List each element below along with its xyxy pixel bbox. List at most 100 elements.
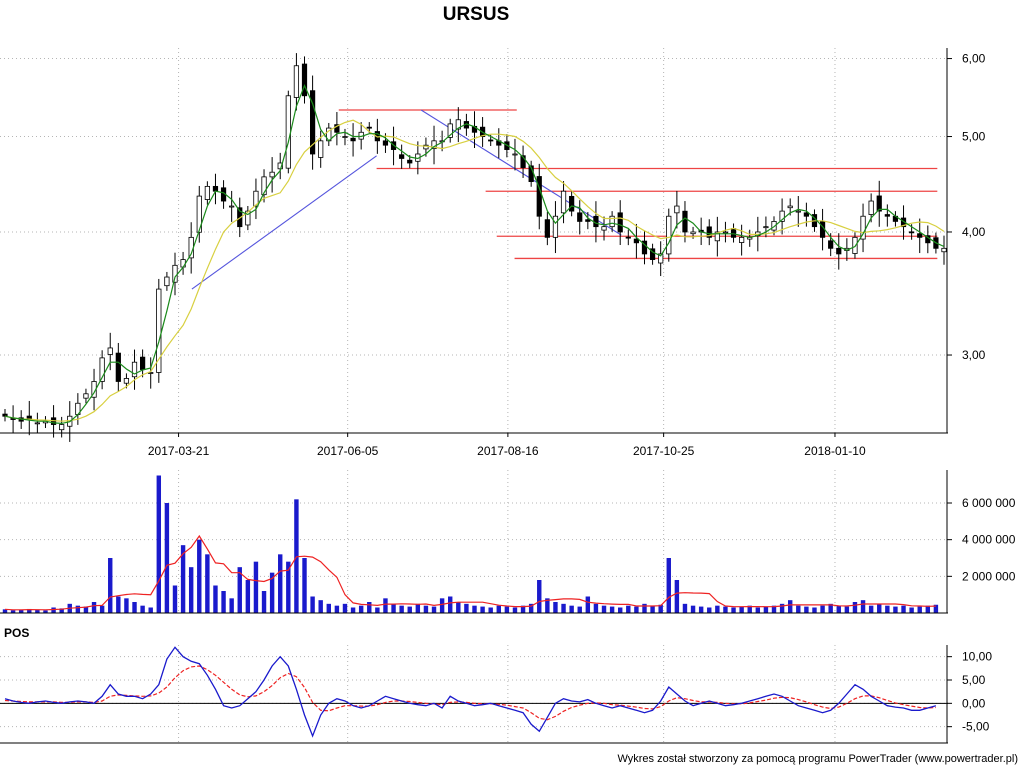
- volume-bar: [456, 602, 461, 613]
- trendline: [191, 155, 377, 290]
- candle-body: [641, 240, 648, 255]
- volume-bar: [423, 605, 429, 613]
- candle-body: [196, 195, 202, 233]
- candle-body: [609, 215, 615, 228]
- candle-body: [860, 215, 866, 240]
- volume-average-line: [4, 534, 936, 611]
- candle-body: [593, 215, 599, 228]
- volume-bar: [51, 607, 56, 613]
- price-tick-label: 6,00: [962, 52, 986, 66]
- volume-bar: [528, 603, 534, 613]
- volume-bar: [448, 596, 453, 613]
- pos-tick-label: 0,00: [962, 696, 986, 710]
- volume-bar: [253, 561, 259, 613]
- candle-body: [399, 154, 405, 159]
- footer-credit: Wykres został stworzony za pomocą progra…: [617, 753, 1018, 765]
- candle-body: [245, 210, 251, 226]
- volume-bar: [715, 605, 720, 613]
- volume-bar: [59, 608, 64, 613]
- volume-bar: [634, 606, 639, 613]
- volume-bar: [180, 545, 186, 613]
- candle-body: [909, 231, 915, 234]
- volume-bar: [188, 567, 194, 613]
- volume-bar: [917, 606, 922, 613]
- candle-body: [253, 190, 259, 207]
- volume-bar: [140, 605, 145, 613]
- candle-body: [601, 226, 607, 231]
- candle-body: [560, 190, 567, 214]
- candle-body: [156, 288, 162, 373]
- candle-body: [585, 219, 591, 222]
- volume-bar: [43, 610, 48, 613]
- volume-bar: [197, 539, 202, 613]
- volume-bar: [755, 607, 761, 613]
- candle-body: [123, 378, 130, 384]
- candle-body: [334, 124, 340, 133]
- pos-tick-label: -5,00: [962, 720, 990, 734]
- volume-bar: [893, 606, 898, 613]
- candle-body: [447, 123, 453, 138]
- support-resistance-levels: [338, 109, 938, 260]
- volume-bar: [561, 603, 566, 613]
- price-tick-label: 5,00: [962, 130, 986, 144]
- volume-bar: [35, 610, 40, 613]
- price-grid: [0, 48, 947, 433]
- volume-bar: [464, 603, 469, 613]
- indicator-label: POS: [4, 626, 29, 640]
- volume-bar: [553, 602, 558, 613]
- pos-axis-labels: 10,00 5,00 0,00 -5,00: [947, 650, 992, 734]
- volume-bar: [925, 605, 931, 613]
- candle-body: [941, 247, 947, 253]
- volume-bar: [415, 603, 421, 613]
- candle-body: [625, 236, 631, 239]
- volume-bar: [229, 598, 234, 613]
- candle-body: [512, 153, 518, 156]
- candle-body: [649, 248, 656, 260]
- candle-body: [771, 221, 777, 231]
- volume-bar: [731, 607, 736, 613]
- candle-body: [544, 219, 550, 238]
- volume-bar: [626, 605, 631, 613]
- volume-bar: [99, 605, 105, 613]
- volume-bar: [318, 600, 323, 613]
- volume-bar: [642, 603, 647, 613]
- volume-bar: [901, 605, 906, 613]
- volume-bar: [10, 610, 16, 613]
- price-axis-labels: 3,00 4,00 5,00 6,00: [947, 52, 986, 362]
- volume-grid: [0, 470, 947, 613]
- volume-bar: [771, 605, 777, 613]
- candle-body: [552, 215, 559, 238]
- volume-bar: [27, 608, 32, 613]
- volume-bar: [836, 605, 841, 613]
- volume-bar: [156, 475, 162, 613]
- candle-body: [131, 361, 138, 378]
- volume-bars: [2, 475, 939, 613]
- volume-bar: [496, 605, 501, 613]
- candle-body: [229, 205, 235, 208]
- volume-bar: [375, 607, 380, 613]
- candle-body: [666, 215, 672, 255]
- candle-body: [690, 231, 696, 235]
- volume-bar: [310, 596, 315, 613]
- volume-bar: [682, 603, 688, 613]
- date-tick-label: 2017-08-16: [477, 444, 539, 458]
- volume-bar: [844, 606, 850, 613]
- volume-bar: [885, 605, 890, 613]
- volume-bar: [116, 596, 121, 613]
- volume-bar: [480, 606, 485, 613]
- date-tick-label: 2017-06-05: [317, 444, 379, 458]
- candle-body: [488, 139, 494, 142]
- volume-bar: [148, 607, 153, 613]
- candle-body: [350, 137, 356, 142]
- volume-bar: [569, 605, 574, 613]
- volume-bar: [358, 605, 364, 613]
- volume-bar: [812, 607, 817, 613]
- candle-body: [763, 226, 769, 229]
- date-tick-label: 2018-01-10: [804, 444, 866, 458]
- candle-body: [836, 247, 842, 255]
- candle-body: [309, 90, 316, 155]
- candle-body: [115, 352, 121, 382]
- candle-body: [706, 226, 712, 238]
- candle-body: [917, 233, 923, 238]
